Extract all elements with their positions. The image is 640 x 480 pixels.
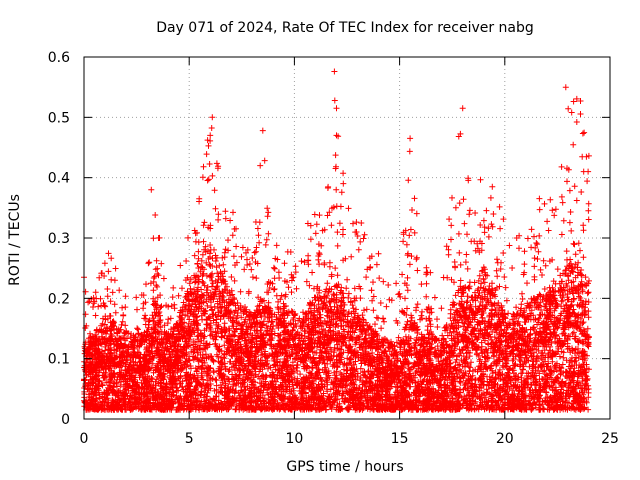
chart-title: Day 071 of 2024, Rate Of TEC Index for r… xyxy=(156,20,534,36)
scatter-marks xyxy=(81,68,592,413)
x-tick-label: 10 xyxy=(285,431,303,447)
y-tick-labels: 0 0.1 0.2 0.3 0.4 0.5 0.6 xyxy=(48,50,70,428)
x-tick-label: 15 xyxy=(391,431,409,447)
y-tick-label: 0.2 xyxy=(48,291,70,307)
y-tick-label: 0.3 xyxy=(48,231,70,247)
x-tick-labels: 0 5 10 15 20 25 xyxy=(80,431,619,447)
y-tick-label: 0 xyxy=(61,412,70,428)
y-tick-label: 0.4 xyxy=(48,171,70,187)
x-tick-label: 5 xyxy=(185,431,194,447)
y-axis-label: ROTI / TECUs xyxy=(7,194,23,286)
x-tick-label: 25 xyxy=(601,431,619,447)
y-tick-label: 0.6 xyxy=(48,50,70,66)
axis-ticks xyxy=(83,56,611,420)
y-tick-label: 0.1 xyxy=(48,352,70,368)
x-tick-label: 20 xyxy=(496,431,514,447)
x-axis-label: GPS time / hours xyxy=(286,459,403,475)
x-tick-label: 0 xyxy=(80,431,89,447)
data-points xyxy=(81,68,592,413)
y-tick-label: 0.5 xyxy=(48,110,70,126)
